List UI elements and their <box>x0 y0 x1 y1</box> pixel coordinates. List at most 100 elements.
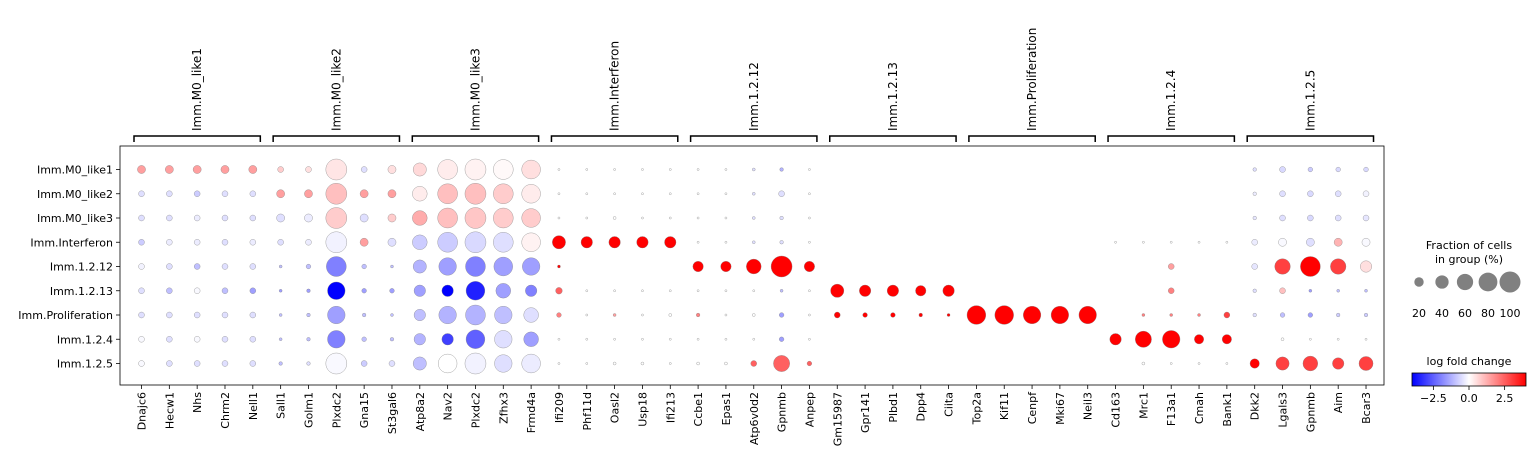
x-tick-label: Zfhx3 <box>497 392 510 424</box>
dot <box>669 192 672 195</box>
dot <box>306 361 311 366</box>
dot <box>360 360 368 367</box>
dot <box>138 287 145 294</box>
dot <box>778 190 785 197</box>
dot <box>388 360 396 367</box>
dot <box>724 241 728 244</box>
dot <box>1252 191 1257 196</box>
size-legend-dot <box>1499 271 1521 293</box>
dot <box>1336 313 1341 317</box>
dot <box>1251 263 1258 270</box>
y-tick-label: Imm.M0_like2 <box>37 188 113 201</box>
dot <box>808 289 811 292</box>
dot <box>464 352 487 375</box>
dot <box>746 258 762 275</box>
size-legend-dot <box>1414 277 1424 287</box>
dot <box>1197 362 1201 365</box>
colorbar <box>1411 372 1527 387</box>
dot <box>464 207 487 229</box>
dot <box>724 361 728 366</box>
x-tick-label: Nav2 <box>442 392 455 420</box>
dot <box>773 355 790 372</box>
group-bracket <box>133 135 262 142</box>
dot <box>413 333 426 346</box>
dot <box>808 241 811 244</box>
dot <box>305 263 312 270</box>
size-legend-label: 60 <box>1458 307 1472 320</box>
dot <box>641 192 644 195</box>
x-tick-label: Plxdc2 <box>330 392 343 428</box>
dot <box>1252 167 1257 172</box>
y-tick-label: Imm.M0_like1 <box>37 164 113 177</box>
dot <box>493 207 514 229</box>
dot <box>138 336 145 343</box>
dot <box>1162 330 1181 349</box>
dot <box>138 239 145 246</box>
dot <box>495 283 511 299</box>
dot <box>194 311 201 319</box>
x-tick-label: St3gal6 <box>386 392 399 434</box>
dot <box>194 287 201 294</box>
dot <box>325 158 347 181</box>
dot <box>724 216 728 220</box>
dot <box>613 289 616 292</box>
group-label: Imm.M0_like1 <box>190 48 204 131</box>
dot <box>221 336 229 343</box>
dot <box>808 192 811 195</box>
dot <box>278 361 283 366</box>
x-tick-label: Ifi213 <box>664 392 677 423</box>
dot <box>220 165 230 174</box>
dot <box>1364 313 1369 317</box>
dot <box>221 190 229 197</box>
dot <box>862 312 868 318</box>
plot-area: Imm.M0_like1 Imm.M0_like2 Imm.M0_like3 Imm.… <box>18 145 1385 446</box>
dot <box>412 234 428 250</box>
dot <box>1279 190 1286 197</box>
dot <box>696 241 700 244</box>
dot <box>1307 214 1314 222</box>
dot <box>438 353 458 374</box>
dot <box>248 165 258 174</box>
dot <box>325 231 347 253</box>
x-tick-label: Hecw1 <box>163 392 176 429</box>
dot <box>464 183 487 205</box>
dot <box>668 313 672 317</box>
dot <box>1362 214 1370 222</box>
dot <box>1223 311 1231 319</box>
dot <box>305 239 312 246</box>
dot <box>412 356 427 371</box>
dot <box>438 306 457 324</box>
group-bracket <box>689 135 818 142</box>
y-tick-label: Imm.Proliferation <box>18 309 113 322</box>
group-label: Imm.Proliferation <box>1025 28 1039 131</box>
dot <box>1274 258 1291 275</box>
dot <box>557 192 561 195</box>
dot <box>696 192 700 195</box>
dot <box>166 214 173 222</box>
dot <box>494 330 513 349</box>
dot <box>1252 216 1257 220</box>
dot <box>1336 289 1340 293</box>
dot <box>1308 289 1313 293</box>
dot <box>138 311 145 319</box>
dot <box>1332 357 1345 370</box>
dot <box>249 239 256 246</box>
x-tick-label: Mrc1 <box>1137 392 1150 419</box>
dot <box>1194 334 1204 345</box>
dot <box>1252 313 1257 317</box>
dot <box>1141 313 1146 317</box>
dot <box>138 190 145 197</box>
dot <box>552 235 566 250</box>
dot <box>412 186 428 202</box>
dot <box>165 165 174 174</box>
dot <box>306 313 311 317</box>
dot <box>1050 306 1069 324</box>
dot <box>523 331 539 347</box>
x-tick-label: Atp8a2 <box>414 392 427 431</box>
group-label: Imm.1.2.12 <box>747 62 761 131</box>
x-tick-label: Usp18 <box>636 392 649 427</box>
dot <box>304 189 313 198</box>
dot <box>521 184 541 204</box>
dot <box>1307 312 1313 318</box>
dot <box>608 236 621 249</box>
